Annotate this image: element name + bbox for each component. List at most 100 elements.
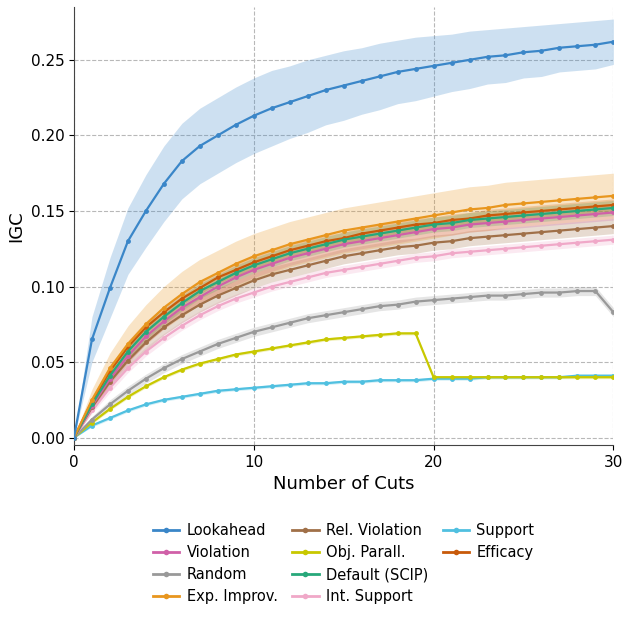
Obj. Parall. xyxy=(160,373,168,381)
Random xyxy=(124,387,132,394)
Obj. Parall. xyxy=(484,373,491,381)
Efficacy xyxy=(466,215,473,223)
Violation xyxy=(232,273,239,281)
Rel. Violation xyxy=(430,239,437,247)
Support xyxy=(412,377,420,384)
Lookahead xyxy=(448,59,455,67)
X-axis label: Number of Cuts: Number of Cuts xyxy=(273,476,415,494)
Rel. Violation xyxy=(574,225,581,233)
Random xyxy=(196,348,203,356)
Violation xyxy=(501,218,509,225)
Exp. Improv. xyxy=(232,260,239,268)
Efficacy xyxy=(286,246,294,254)
Violation xyxy=(160,317,168,325)
Random xyxy=(214,340,222,348)
Efficacy xyxy=(232,266,239,273)
Exp. Improv. xyxy=(250,252,258,260)
Int. Support xyxy=(574,239,581,247)
Default (SCIP) xyxy=(322,240,329,248)
Lookahead xyxy=(412,65,420,73)
Default (SCIP) xyxy=(556,209,563,216)
Random xyxy=(160,364,168,372)
Int. Support xyxy=(430,252,437,260)
Int. Support xyxy=(268,283,275,291)
Support xyxy=(106,414,113,422)
Rel. Violation xyxy=(466,234,473,242)
Support xyxy=(448,375,455,382)
Exp. Improv. xyxy=(466,205,473,213)
Default (SCIP) xyxy=(394,227,401,235)
Rel. Violation xyxy=(250,277,258,284)
Random xyxy=(250,328,258,336)
Obj. Parall. xyxy=(610,373,617,381)
Legend: Lookahead, Violation, Random, Exp. Improv., Rel. Violation, Obj. Parall., Defaul: Lookahead, Violation, Random, Exp. Impro… xyxy=(153,523,534,604)
Support xyxy=(430,375,437,382)
Rel. Violation xyxy=(232,284,239,292)
Rel. Violation xyxy=(178,312,186,319)
Lookahead xyxy=(232,121,239,128)
Default (SCIP) xyxy=(484,215,491,223)
Random xyxy=(358,305,365,313)
Default (SCIP) xyxy=(70,434,77,441)
Random xyxy=(286,319,294,327)
Int. Support xyxy=(160,334,168,342)
Violation xyxy=(322,245,329,252)
Lookahead xyxy=(592,41,599,48)
Efficacy xyxy=(412,221,420,228)
Line: Int. Support: Int. Support xyxy=(72,237,616,440)
Random xyxy=(466,293,473,301)
Support xyxy=(88,422,96,429)
Violation xyxy=(70,434,77,441)
Efficacy xyxy=(340,234,348,242)
Rel. Violation xyxy=(70,434,77,441)
Efficacy xyxy=(250,258,258,266)
Int. Support xyxy=(520,244,527,251)
Int. Support xyxy=(88,406,96,414)
Int. Support xyxy=(358,263,365,271)
Random xyxy=(88,416,96,424)
Lookahead xyxy=(304,92,311,100)
Exp. Improv. xyxy=(501,201,509,209)
Support xyxy=(286,381,294,389)
Support xyxy=(178,393,186,401)
Default (SCIP) xyxy=(250,261,258,269)
Int. Support xyxy=(178,322,186,329)
Obj. Parall. xyxy=(250,348,258,356)
Lookahead xyxy=(250,112,258,120)
Default (SCIP) xyxy=(520,212,527,219)
Default (SCIP) xyxy=(286,249,294,257)
Int. Support xyxy=(70,434,77,441)
Int. Support xyxy=(466,248,473,256)
Int. Support xyxy=(340,266,348,273)
Obj. Parall. xyxy=(537,373,545,381)
Obj. Parall. xyxy=(448,373,455,381)
Default (SCIP) xyxy=(268,256,275,263)
Line: Obj. Parall.: Obj. Parall. xyxy=(72,331,616,440)
Random xyxy=(610,308,617,316)
Violation xyxy=(124,352,132,360)
Efficacy xyxy=(610,201,617,209)
Efficacy xyxy=(592,203,599,211)
Obj. Parall. xyxy=(501,373,509,381)
Efficacy xyxy=(556,205,563,213)
Lookahead xyxy=(268,104,275,112)
Lookahead xyxy=(610,38,617,46)
Efficacy xyxy=(376,227,384,235)
Obj. Parall. xyxy=(340,334,348,342)
Lookahead xyxy=(124,237,132,245)
Y-axis label: IGC: IGC xyxy=(7,211,25,242)
Lookahead xyxy=(430,62,437,70)
Obj. Parall. xyxy=(88,418,96,426)
Line: Efficacy: Efficacy xyxy=(72,202,616,440)
Default (SCIP) xyxy=(610,204,617,212)
Obj. Parall. xyxy=(466,373,473,381)
Default (SCIP) xyxy=(214,278,222,286)
Int. Support xyxy=(376,260,384,268)
Efficacy xyxy=(430,219,437,227)
Violation xyxy=(448,224,455,232)
Efficacy xyxy=(142,324,150,331)
Violation xyxy=(196,293,203,301)
Int. Support xyxy=(592,237,599,245)
Exp. Improv. xyxy=(340,227,348,235)
Default (SCIP) xyxy=(196,287,203,295)
